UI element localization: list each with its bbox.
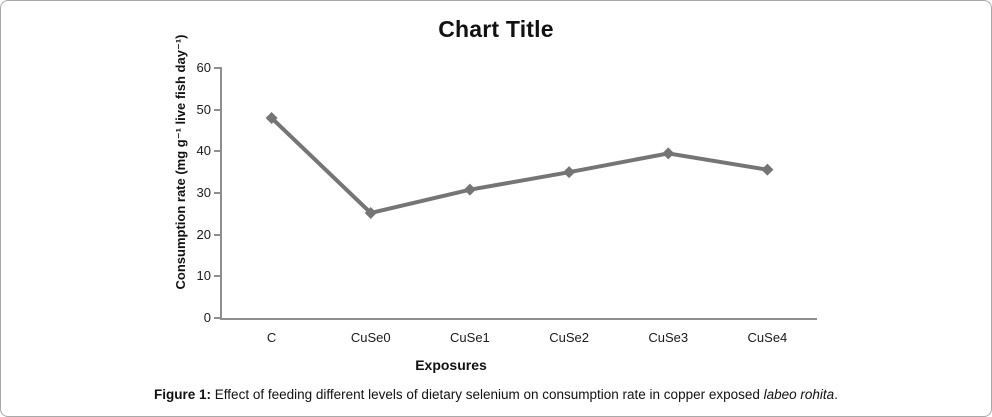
x-tick-label: CuSe4 xyxy=(747,330,788,345)
x-tick-label: CuSe2 xyxy=(549,330,589,345)
caption-species-name: labeo rohita xyxy=(763,387,835,402)
y-tick-label: 50 xyxy=(196,101,211,117)
y-tick-label: 30 xyxy=(196,185,211,200)
y-tick-mark xyxy=(214,150,222,153)
data-point-marker xyxy=(563,166,576,179)
x-tick-label: CuSe1 xyxy=(450,330,490,345)
plot-area xyxy=(220,68,817,320)
y-tick-label: 20 xyxy=(196,226,211,242)
data-point-marker xyxy=(761,163,774,176)
y-tick-label: 60 xyxy=(196,60,211,75)
caption-label: Figure 1: xyxy=(154,387,212,402)
x-tick-label: CuSe0 xyxy=(350,330,391,345)
chart-title: Chart Title xyxy=(438,16,554,42)
data-point-marker xyxy=(662,147,675,160)
caption-period: . xyxy=(834,387,838,402)
x-tick-label: CuSe3 xyxy=(648,330,689,345)
y-tick-mark xyxy=(214,275,222,278)
caption-text: Effect of feeding different levels of di… xyxy=(211,387,764,402)
y-tick-mark xyxy=(214,233,222,236)
data-point-marker xyxy=(364,207,377,219)
y-tick-mark xyxy=(214,317,222,319)
figure-caption: Figure 1: Effect of feeding different le… xyxy=(0,387,992,402)
line-series xyxy=(265,112,774,219)
y-tick-label: 40 xyxy=(196,143,211,159)
series-line xyxy=(270,116,768,216)
y-tick-label: 10 xyxy=(196,268,211,284)
y-tick-label: 0 xyxy=(203,310,211,325)
y-tick-mark xyxy=(214,67,222,69)
x-tick-label: C xyxy=(266,330,277,345)
y-tick-mark xyxy=(214,192,222,194)
x-axis-title: Exposures xyxy=(415,357,487,373)
data-point-marker xyxy=(463,183,476,196)
data-point-marker xyxy=(265,112,278,124)
y-tick-mark xyxy=(214,108,222,111)
